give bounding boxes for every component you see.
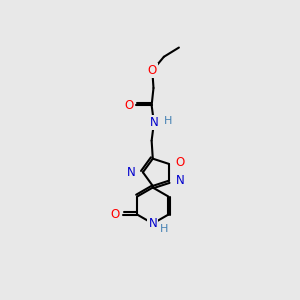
Text: O: O: [111, 208, 120, 221]
Text: N: N: [148, 217, 157, 230]
Text: N: N: [176, 174, 184, 187]
Text: N: N: [150, 116, 158, 129]
Text: H: H: [160, 224, 168, 234]
Text: O: O: [124, 99, 133, 112]
Text: H: H: [164, 116, 172, 127]
Text: O: O: [148, 64, 157, 77]
Text: N: N: [127, 166, 136, 179]
Text: O: O: [175, 156, 184, 169]
